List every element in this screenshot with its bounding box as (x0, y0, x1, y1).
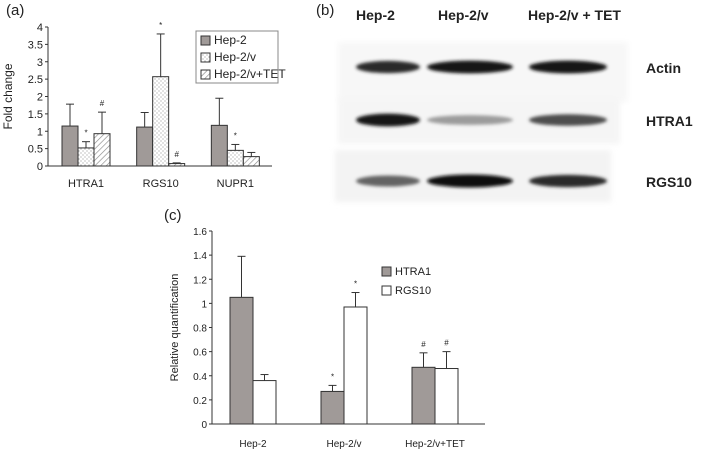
significance-marker: * (84, 129, 87, 138)
bar-rgs10-hep-2-v (343, 306, 368, 425)
y-tick-label: 1.2 (193, 275, 207, 286)
legend-swatch-rgs10 (381, 285, 392, 296)
western-blot: Hep-2 Hep-2/v Hep-2/v + TET Actin HTRA1 RGS10 (335, 7, 693, 202)
blot-band-actin-hep-2-v (427, 60, 513, 74)
blot-row-label: Actin (646, 60, 681, 76)
blot-band-rgs10-hep-2-v (427, 174, 513, 188)
panel-label-b: (b) (316, 2, 334, 19)
significance-marker: * (159, 21, 162, 30)
blot-lane-label: Hep-2/v + TET (528, 7, 621, 23)
bar-rgs10-hep-2 (252, 380, 277, 425)
y-tick-label: 0 (201, 420, 207, 431)
blot-band-htra1-hep-2 (356, 113, 420, 127)
y-tick-label: 0.8 (193, 324, 207, 335)
panel-label-a: (a) (6, 2, 24, 19)
bar-hep-2-rgs10 (136, 126, 154, 167)
bar-hep-2-v-htra1 (77, 147, 95, 167)
bar-hep-2-nupr1 (210, 124, 228, 167)
blot-lane-label: Hep-2/v (438, 7, 489, 23)
y-tick-label: 0.5 (28, 144, 43, 156)
bar-htra1-hep-2 (229, 296, 254, 425)
legend-label-hep-2-v: Hep-2/v (214, 50, 256, 64)
legend-swatch-hep-2 (200, 35, 211, 46)
chart-a: 0 0.5 1 1.5 2 2.5 3 3.5 4 Fold change HTRA1 RGS10 NU… (1, 21, 286, 190)
legend-label-hep-2: Hep-2 (214, 33, 247, 47)
legend-label-hep-2-v-tet: Hep-2/v+TET (214, 67, 286, 81)
category-label-hep-2: Hep-2 (239, 439, 267, 450)
blot-band-htra1-hep-2-v-tet (529, 114, 607, 126)
blot-row-label: HTRA1 (646, 113, 693, 129)
y-tick-label: 2.5 (28, 74, 43, 86)
category-label-hep-2-v-tet: Hep-2/v+TET (405, 439, 465, 450)
y-tick-label: 1.5 (28, 109, 43, 121)
blot-band-rgs10-hep-2-v-tet (529, 174, 607, 188)
y-tick-label: 0.2 (193, 396, 207, 407)
y-tick-label: 1.4 (193, 251, 207, 262)
y-axis-label: Relative quantification (169, 274, 181, 382)
blot-band-htra1-hep-2-v (427, 115, 513, 125)
bar-hep-2-v-rgs10 (152, 76, 170, 167)
bar-hep-2-v-tet-htra1 (93, 133, 111, 167)
significance-marker: # (100, 99, 105, 108)
bar-rgs10-hep-2-v-tet (434, 368, 459, 425)
legend-swatch-hep-2-v-tet (200, 69, 211, 80)
y-tick-label: 1 (37, 126, 43, 138)
y-tick-label: 1.6 (193, 227, 207, 238)
y-tick-label: 1 (201, 299, 207, 310)
bar-htra1-hep-2-v (320, 390, 345, 425)
bar-htra1-hep-2-v-tet (411, 366, 436, 425)
y-tick-label: 0 (37, 161, 43, 173)
y-tick-label: 4 (37, 22, 43, 34)
category-label-htra1: HTRA1 (68, 178, 104, 190)
bar-hep-2-v-tet-rgs10 (168, 163, 186, 167)
y-axis-label: Fold change (1, 63, 15, 129)
legend-swatch-htra1 (381, 266, 392, 277)
significance-marker: # (444, 339, 449, 348)
category-label-rgs10: RGS10 (143, 178, 179, 190)
bar-hep-2-v-tet-nupr1 (242, 156, 260, 167)
significance-marker: * (331, 372, 334, 381)
significance-marker: # (174, 150, 179, 159)
significance-marker: * (234, 131, 237, 140)
bar-hep-2-htra1 (61, 125, 79, 167)
legend-swatch-hep-2-v (200, 52, 211, 63)
legend-label-htra1: HTRA1 (395, 266, 431, 278)
category-label-hep-2-v: Hep-2/v (326, 439, 361, 450)
y-tick-label: 0.4 (193, 372, 207, 383)
legend-label-rgs10: RGS10 (395, 285, 431, 297)
blot-band-rgs10-hep-2 (356, 175, 420, 187)
category-label-nupr1: NUPR1 (217, 178, 254, 190)
y-tick-label: 3.5 (28, 39, 43, 51)
significance-marker: * (354, 280, 357, 289)
chart-c: 0 0.2 0.4 0.6 0.8 1 1.2 1.4 1.6 Relative quantifi… (169, 227, 485, 450)
legend-box (195, 30, 279, 84)
y-tick-label: 0.6 (193, 348, 207, 359)
blot-lane-label: Hep-2 (356, 7, 395, 23)
significance-marker: # (421, 340, 426, 349)
blot-band-actin-hep-2-v-tet (529, 60, 607, 74)
bar-hep-2-v-nupr1 (226, 149, 244, 167)
blot-band-actin-hep-2 (356, 60, 420, 74)
y-tick-label: 3 (37, 57, 43, 69)
y-tick-label: 2 (37, 92, 43, 104)
blot-row-label: RGS10 (646, 174, 692, 190)
panel-label-c: (c) (164, 207, 182, 224)
